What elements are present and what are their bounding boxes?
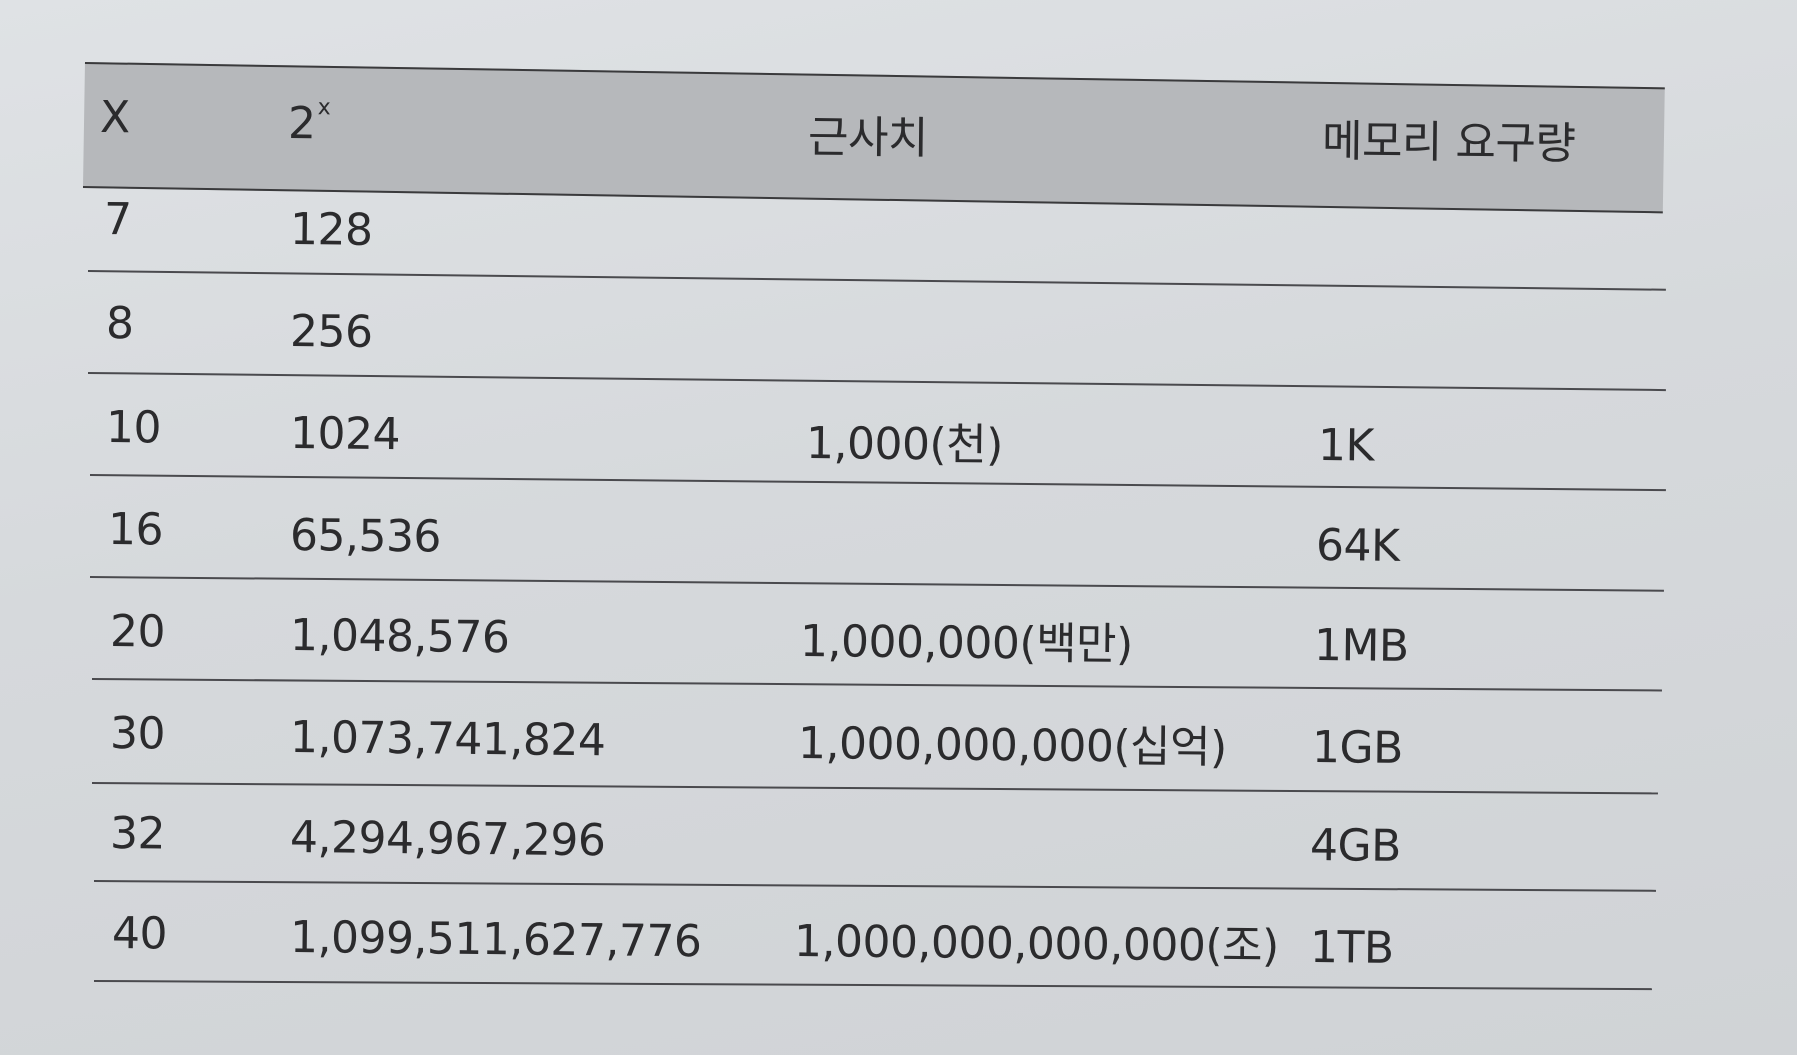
table-cell-x: 40 [111,908,168,960]
table-cell-power: 128 [289,204,373,256]
table-cell-x: 10 [105,402,162,454]
header-x: X [99,92,130,144]
table-cell-power: 1024 [289,408,401,461]
table-cell-power: 65,536 [289,510,442,563]
table-cell-memory: 64K [1315,520,1400,572]
table-cell-power: 1,099,511,627,776 [289,912,702,968]
table-cell-memory: 1K [1317,420,1375,472]
header-memory-requirement: 메모리 요구량 [1321,116,1576,170]
table-cell-x: 7 [103,194,132,246]
row-divider [91,782,1658,795]
table-cell-x: 30 [109,708,166,760]
table-cell-power: 4,294,967,296 [289,812,606,867]
table-cell-approximation: 1,000,000,000(십억) [797,718,1227,774]
table-cell-power: 256 [289,306,373,358]
table-cell-memory: 1TB [1309,922,1394,974]
header-approximation: 근사치 [807,112,929,165]
table-cell-approximation: 1,000,000,000,000(조) [793,916,1279,973]
header-exponent: x [317,95,331,121]
row-divider [87,372,1666,392]
table-cell-power: 1,073,741,824 [289,712,606,767]
table-cell-x: 32 [109,808,166,860]
table-cell-x: 8 [105,298,134,350]
table-cell-x: 16 [107,504,164,556]
table-cell-approximation: 1,000,000(백만) [799,616,1133,671]
row-divider [93,880,1656,892]
table-cell-approximation: 1,000(천) [805,418,1004,472]
table-cell-memory: 1GB [1311,722,1404,774]
table-cell-memory: 1MB [1313,620,1409,672]
row-divider [87,270,1666,291]
row-divider [89,576,1664,592]
table-cell-x: 20 [109,606,166,658]
table-cell-power: 1,048,576 [289,610,510,664]
header-power-of-two: 2x [287,95,331,150]
table-bottom-rule [93,980,1652,991]
row-divider [89,474,1666,492]
row-divider [91,678,1662,692]
table-cell-memory: 4GB [1309,820,1402,872]
